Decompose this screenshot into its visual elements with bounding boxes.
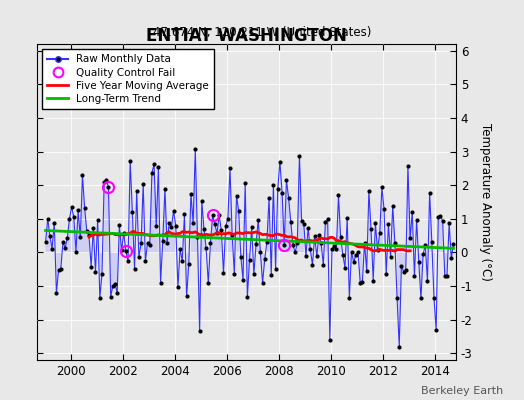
Legend: Raw Monthly Data, Quality Control Fail, Five Year Moving Average, Long-Term Tren: Raw Monthly Data, Quality Control Fail, …: [42, 49, 214, 109]
Title: ENTIAT WASHINGTON: ENTIAT WASHINGTON: [146, 27, 347, 45]
Text: Berkeley Earth: Berkeley Earth: [421, 386, 503, 396]
Text: 47.674 N, 120.211 W (United States): 47.674 N, 120.211 W (United States): [153, 26, 371, 39]
Y-axis label: Temperature Anomaly (°C): Temperature Anomaly (°C): [479, 123, 492, 281]
